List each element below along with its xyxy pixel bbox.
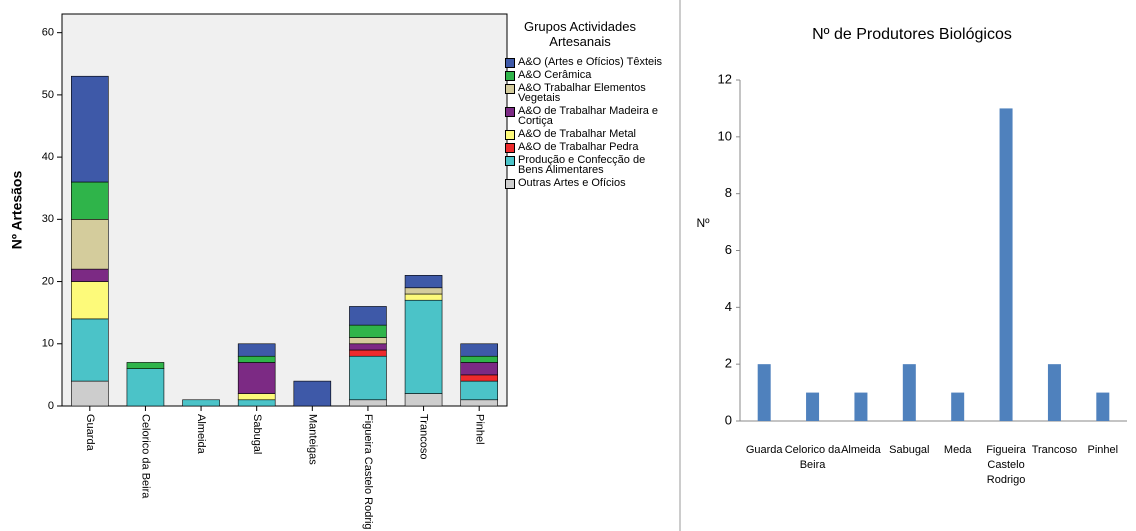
- y-tick-label: 0: [48, 400, 54, 412]
- bar: [806, 392, 820, 421]
- bar-segment: [460, 343, 498, 357]
- legend-swatch: [505, 179, 515, 189]
- legend-swatch: [505, 130, 515, 140]
- legend-swatch: [505, 71, 515, 81]
- bar-segment: [182, 399, 220, 407]
- bar-segment: [460, 399, 498, 407]
- bar-segment: [71, 219, 109, 270]
- x-tick-label: Celorico da Beira: [784, 444, 841, 471]
- bar-segment: [237, 343, 276, 357]
- bar: [999, 108, 1013, 422]
- y-tick-label: 0: [725, 412, 732, 427]
- legend-label: A&O Cerâmica: [518, 69, 592, 81]
- y-tick-label: 12: [718, 71, 732, 86]
- y-tick-label: 50: [42, 89, 54, 101]
- bar-segment: [460, 374, 498, 382]
- x-tick-label: Guarda: [745, 444, 783, 456]
- y-tick-label: 40: [42, 151, 54, 163]
- bar-segment: [71, 318, 109, 382]
- x-tick-label: Guarda: [84, 414, 96, 452]
- bar: [854, 392, 868, 421]
- y-axis-title: Nº: [696, 216, 710, 230]
- bar-segment: [349, 349, 387, 357]
- legend-label: A&O de Trabalhar Metal: [518, 128, 637, 140]
- bar-segment: [71, 281, 109, 320]
- bar-segment: [237, 362, 276, 394]
- bar: [902, 364, 916, 421]
- legend-label: A&O de Trabalhar Madeira e Cortiça: [518, 105, 659, 127]
- x-tick-label: Manteigas: [306, 414, 318, 465]
- bar-segment: [349, 324, 387, 338]
- legend-label: Produção e Confecção de Bens Alimentares: [518, 154, 646, 176]
- y-tick-label: 10: [42, 338, 54, 350]
- legend-label: A&O (Artes e Ofícios) Têxteis: [518, 56, 663, 68]
- legend-label: Outras Artes e Ofícios: [518, 177, 626, 189]
- bar: [1047, 364, 1061, 421]
- y-tick-label: 10: [718, 128, 732, 143]
- x-tick-label: Trancoso: [418, 414, 430, 459]
- bar-segment: [237, 399, 276, 407]
- bar-segment: [404, 299, 443, 394]
- bar-segment: [293, 380, 332, 407]
- bar-segment: [349, 337, 387, 345]
- legend-label: A&O de Trabalhar Pedra: [518, 141, 639, 153]
- x-tick-label: Almeida: [841, 444, 881, 456]
- y-tick-label: 20: [42, 275, 54, 287]
- bar-segment: [349, 343, 387, 351]
- x-tick-label: Pinhel: [473, 414, 485, 445]
- bar-segment: [349, 399, 387, 407]
- bar-segment: [460, 362, 498, 376]
- bar-segment: [126, 368, 165, 407]
- bar-segment: [349, 355, 387, 401]
- x-tick-label: Trancoso: [1031, 444, 1078, 456]
- legend-swatch: [505, 58, 515, 68]
- bar-segment: [126, 362, 165, 369]
- legend-swatch: [505, 143, 515, 153]
- bar-segment: [404, 393, 443, 407]
- x-tick-label: Sabugal: [251, 414, 263, 454]
- bar-segment: [460, 380, 498, 401]
- bar-segment: [404, 275, 443, 289]
- legend-swatch: [505, 107, 515, 117]
- y-axis-title: Nº Artesãos: [9, 171, 25, 250]
- x-tick-label: Celorico da Beira: [140, 414, 152, 499]
- legend-label: A&O Trabalhar Elementos Vegetais: [518, 82, 646, 104]
- y-tick-label: 2: [725, 356, 732, 371]
- legend-swatch: [505, 156, 515, 166]
- legend-title: Grupos Actividades Artesanais: [523, 19, 636, 49]
- legend-swatch: [505, 84, 515, 94]
- bar: [951, 392, 965, 421]
- bar-segment: [460, 355, 498, 363]
- x-tick-label: Figueira Castelo Rodrigo: [986, 444, 1026, 486]
- x-tick-label: Almeida: [195, 414, 207, 455]
- bar: [757, 364, 771, 421]
- bar-segment: [71, 380, 109, 407]
- bar-segment: [71, 268, 109, 282]
- bar: [1096, 392, 1110, 421]
- bar-segment: [237, 355, 276, 363]
- y-tick-label: 30: [42, 213, 54, 225]
- bar-segment: [404, 293, 443, 301]
- x-tick-label: Meda: [943, 444, 972, 456]
- y-tick-label: 60: [42, 27, 54, 39]
- x-tick-label: Pinhel: [1087, 444, 1119, 456]
- chart-title: Nº de Produtores Biológicos: [812, 26, 1012, 43]
- bar-segment: [349, 306, 387, 326]
- bar-segment: [71, 181, 109, 220]
- y-tick-label: 6: [725, 242, 732, 257]
- x-tick-label: Sabugal: [889, 444, 930, 456]
- y-tick-label: 8: [725, 185, 732, 200]
- bar-segment: [237, 393, 276, 401]
- bar-segment: [404, 287, 443, 295]
- x-tick-label: Figueira Castelo Rodrig: [362, 414, 374, 530]
- bar-segment: [71, 75, 109, 183]
- y-tick-label: 4: [725, 299, 732, 314]
